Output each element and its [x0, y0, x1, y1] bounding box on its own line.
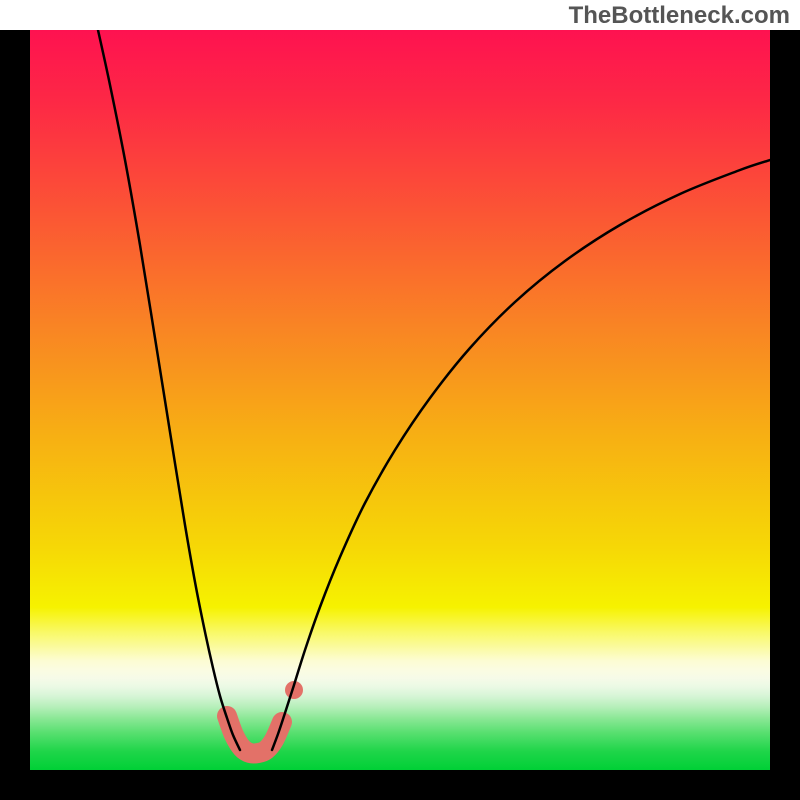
bottleneck-chart	[0, 0, 800, 800]
plot-background	[30, 30, 770, 770]
chart-container: TheBottleneck.com	[0, 0, 800, 800]
watermark-text: TheBottleneck.com	[569, 2, 790, 30]
